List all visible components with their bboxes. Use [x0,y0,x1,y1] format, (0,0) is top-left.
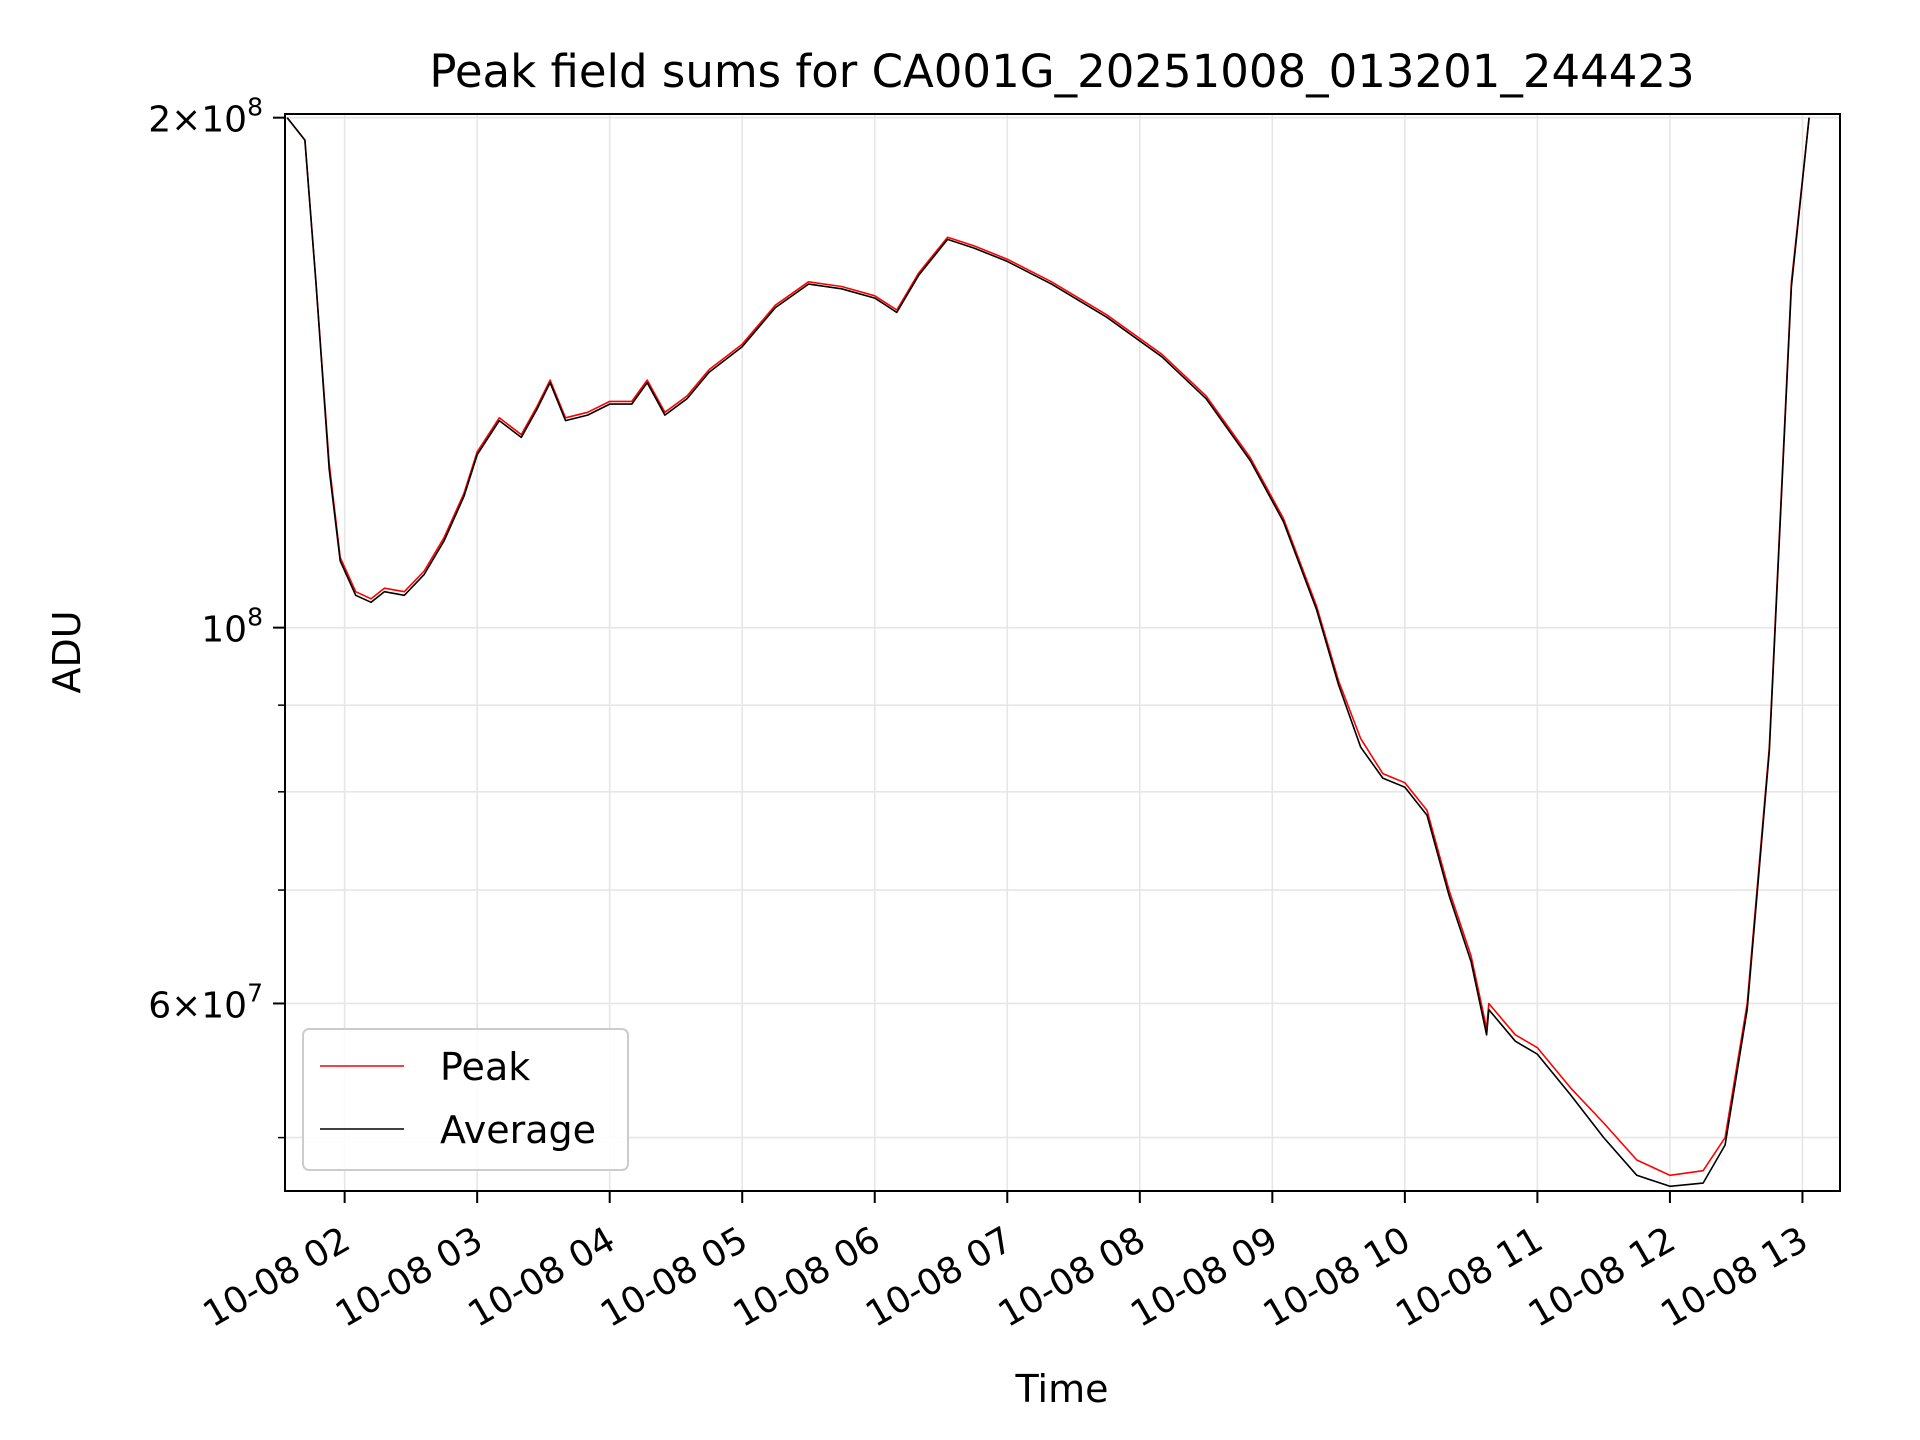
x-axis-label: Time [1015,1367,1109,1411]
legend: Peak Average [302,1028,629,1171]
legend-label-average: Average [440,1108,596,1152]
series-line-average [286,117,1810,1188]
y-axis-label: ADU [45,610,89,693]
legend-box [302,1028,629,1171]
y-tick-label: 2×108 [148,93,263,141]
y-tick-label: 6×107 [148,978,263,1026]
plot-lines [286,117,1810,1188]
plot-frame [284,113,1841,1192]
legend-label-peak: Peak [440,1045,530,1089]
chart-title: Peak field sums for CA001G_20251008_0132… [429,45,1694,98]
grid [285,114,1840,1191]
y-tick-label: 108 [201,603,263,651]
series-line-peak [286,117,1810,1177]
